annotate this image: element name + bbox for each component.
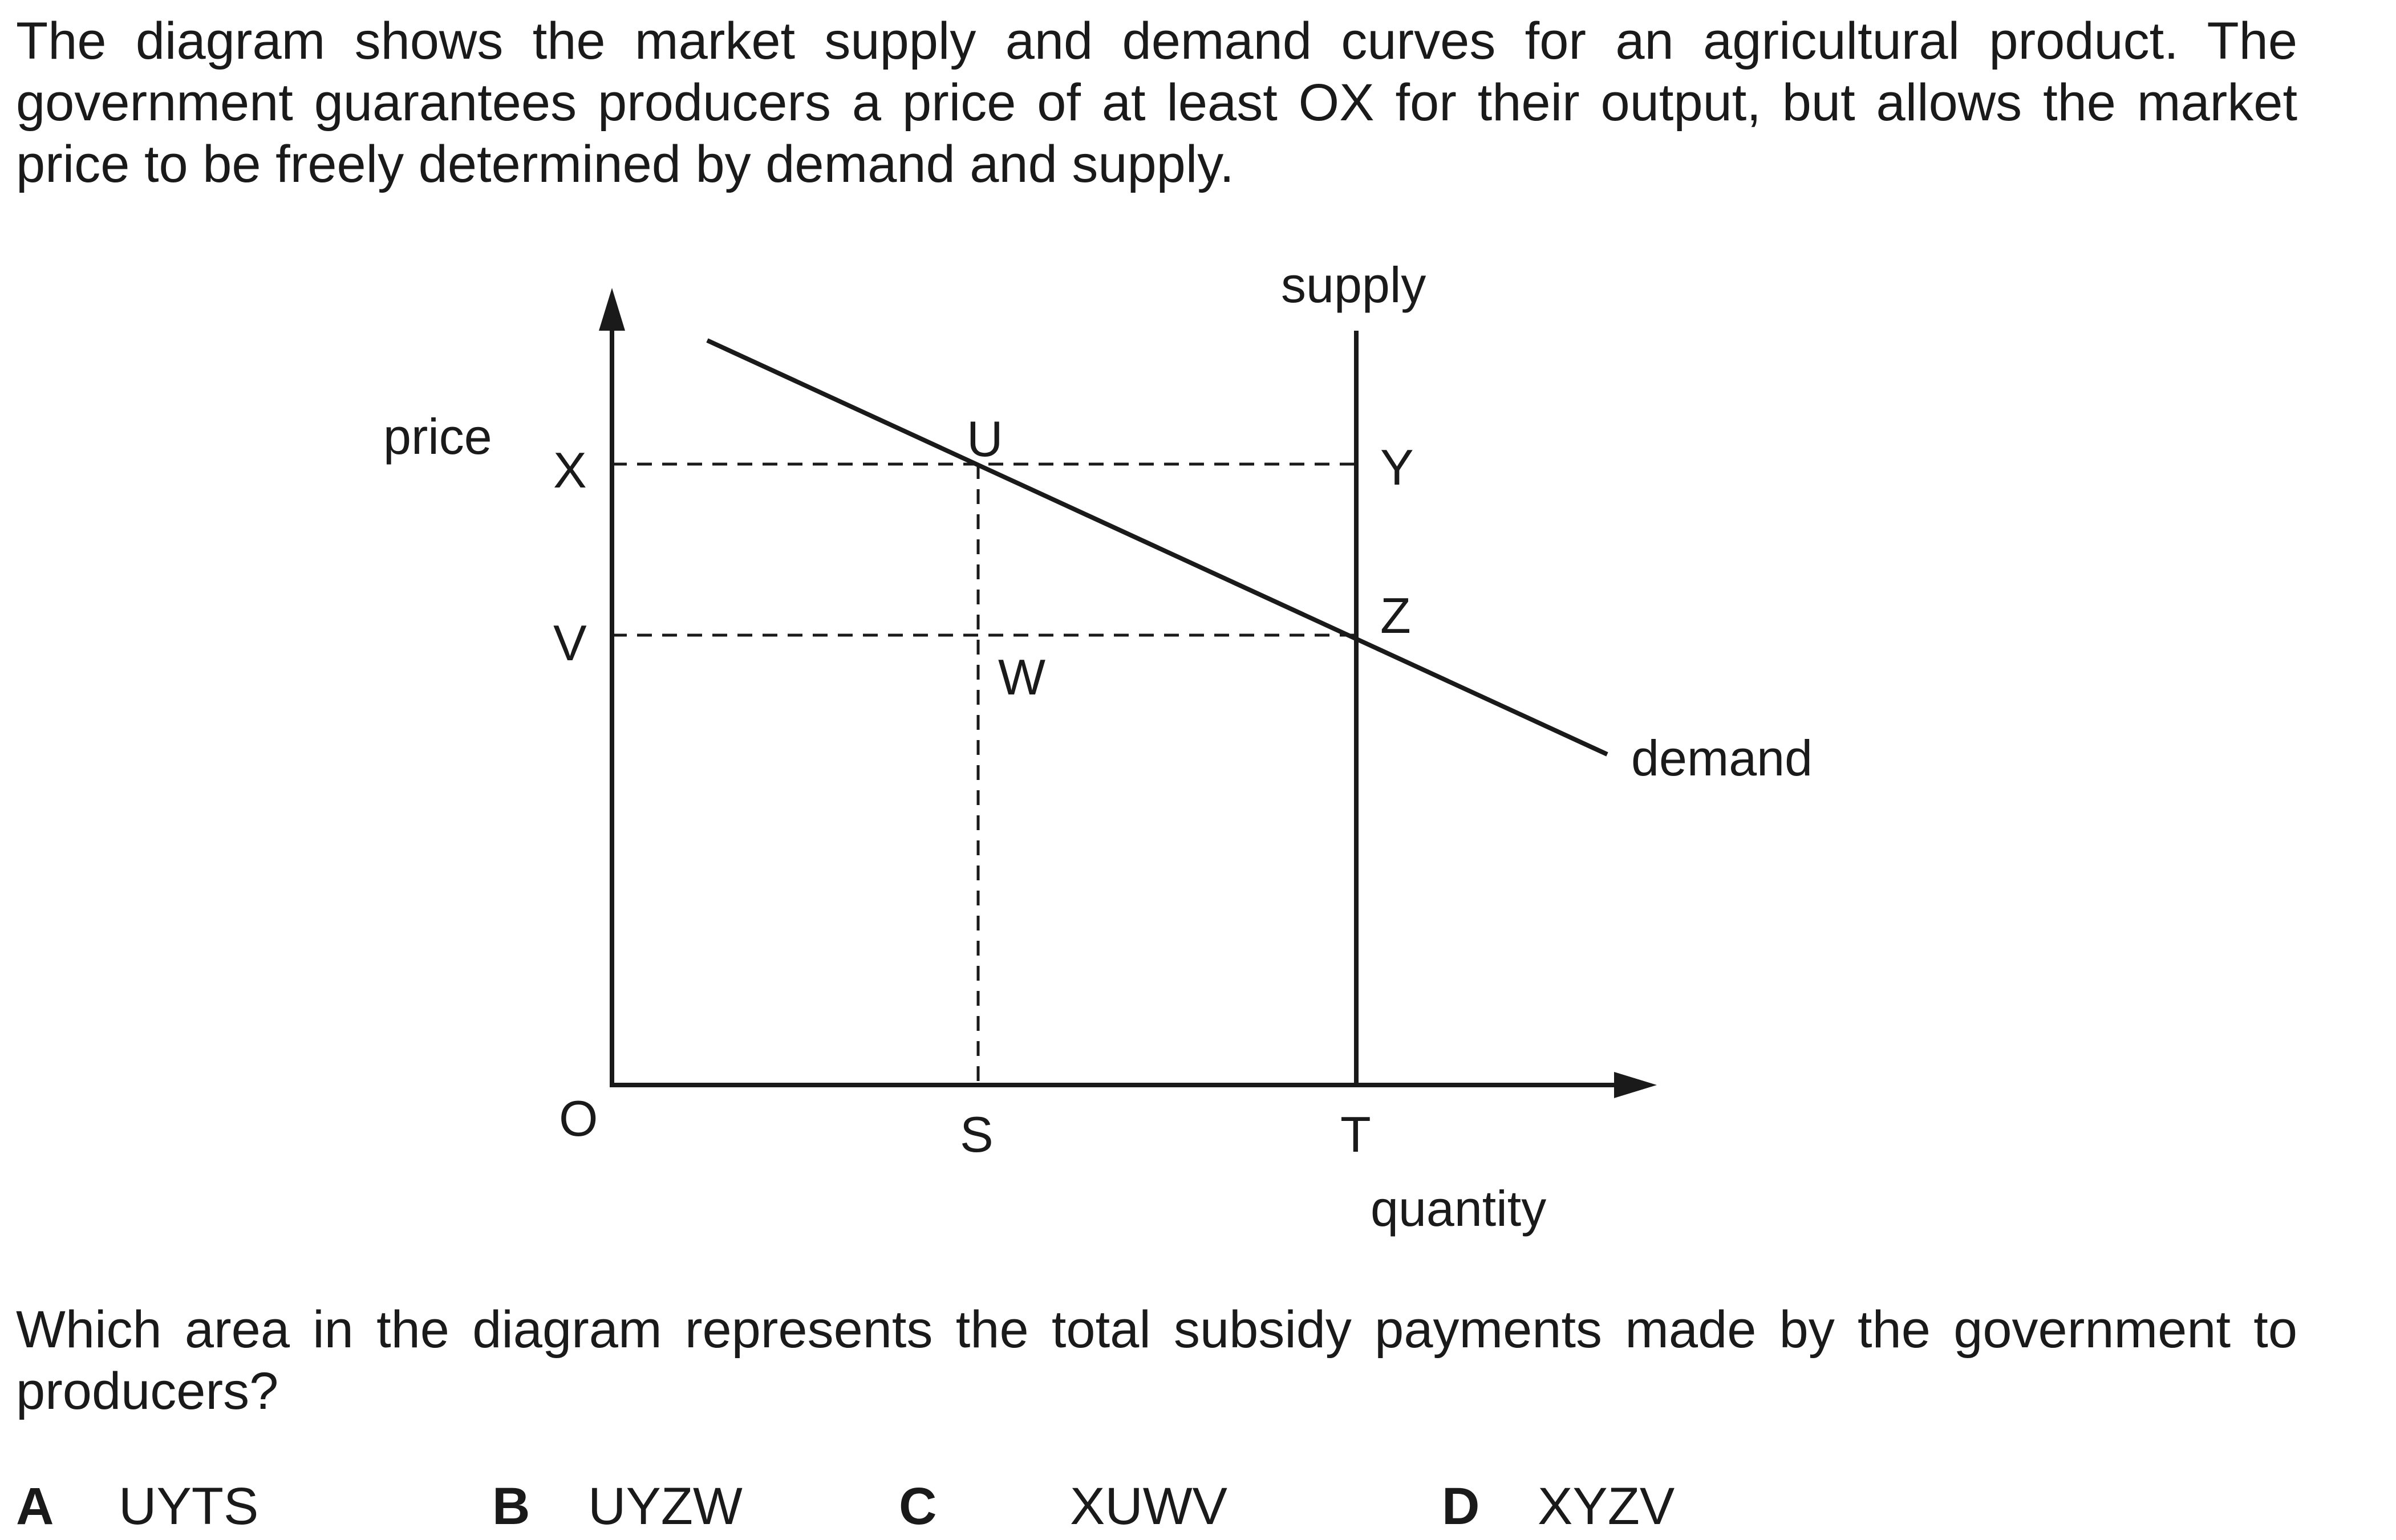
point-label-y: Y (1380, 439, 1414, 495)
point-label-u: U (967, 411, 1003, 467)
price-axis-arrowhead (599, 288, 625, 331)
option-answer: XUWV (1070, 1477, 1227, 1535)
stem-line-2: government guarantees producers a price … (16, 74, 2297, 132)
option-letter: D (1442, 1477, 1480, 1535)
point-label-x: X (553, 442, 587, 498)
option-letter: B (492, 1477, 530, 1535)
option-letter: C (899, 1477, 937, 1535)
stem-line-1: The diagram shows the market supply and … (16, 12, 2297, 70)
point-label-z: Z (1380, 587, 1411, 644)
demand-curve (706, 338, 1608, 757)
point-label-w: W (998, 649, 1045, 705)
supply-label: supply (1281, 257, 1426, 313)
price-axis-label: price (383, 408, 492, 465)
demand-label: demand (1631, 730, 1813, 786)
point-label-v: V (553, 615, 587, 671)
question-line-2: producers? (16, 1362, 279, 1420)
question-line-1: Which area in the diagram represents the… (16, 1301, 2297, 1359)
point-label-origin: O (559, 1090, 598, 1147)
point-label-t: T (1340, 1106, 1371, 1163)
answer-options: A UYTS B UYZW C XUWV D XYZV (16, 1476, 1841, 1537)
point-label-s: S (960, 1106, 994, 1163)
option-answer: UYTS (119, 1477, 259, 1535)
stem-line-3: price to be freely determined by demand … (16, 135, 1234, 193)
quantity-axis-arrowhead (1614, 1072, 1657, 1098)
question-stem: The diagram shows the market supply and … (16, 10, 2297, 195)
quantity-axis-label: quantity (1371, 1180, 1546, 1237)
question-prompt: Which area in the diagram represents the… (16, 1299, 2297, 1422)
option-answer: XYZV (1538, 1477, 1675, 1535)
option-answer: UYZW (588, 1477, 743, 1535)
option-letter: A (16, 1477, 54, 1535)
